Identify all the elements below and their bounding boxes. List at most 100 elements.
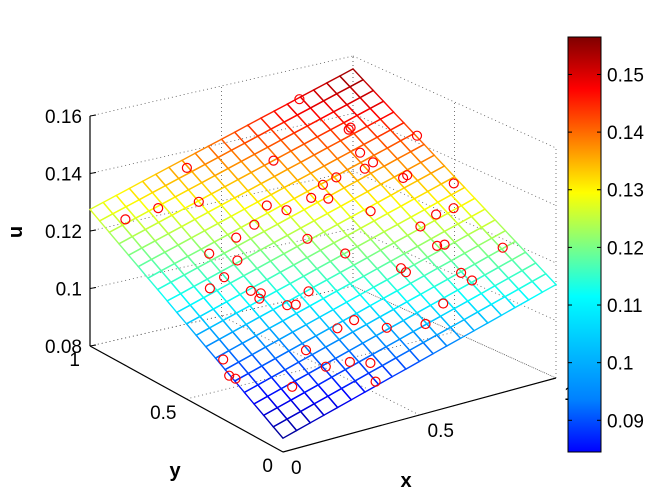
- surface-cell: [88, 201, 114, 222]
- surface-cell: [170, 207, 197, 228]
- surface-cell: [231, 323, 257, 345]
- surface-cell: [203, 222, 229, 243]
- surface-cell: [251, 346, 277, 367]
- data-point: [497, 242, 508, 253]
- surface-cell: [146, 269, 172, 291]
- surface-cell: [349, 275, 375, 296]
- surface-cell: [213, 167, 240, 188]
- data-point: [249, 219, 260, 230]
- surface-cell: [453, 233, 480, 255]
- surface-cell: [252, 395, 279, 417]
- surface-cell: [439, 307, 466, 329]
- data-point: [281, 205, 292, 216]
- surface-cell: [156, 281, 182, 302]
- surface-cell: [473, 255, 500, 276]
- surface-cell: [355, 304, 382, 326]
- surface-cell: [180, 152, 207, 173]
- colorbar-gradient: [567, 36, 602, 453]
- y-axis-label: y: [169, 460, 181, 482]
- data-point: [231, 232, 242, 243]
- data-point: [415, 221, 426, 232]
- grid-line: [89, 170, 354, 232]
- surface-cell: [281, 312, 308, 333]
- surface-cell: [452, 300, 479, 321]
- surface-cell: [296, 238, 322, 259]
- surface-cell: [276, 150, 302, 171]
- data-point: [261, 200, 272, 211]
- surface-cell: [186, 248, 213, 269]
- surface-cell: [256, 193, 283, 214]
- surface-cell: [316, 128, 342, 149]
- surface-cell: [219, 263, 245, 284]
- surface-cell: [336, 216, 362, 237]
- grid-line: [89, 55, 354, 117]
- z-tick-label: 0.1: [56, 280, 82, 301]
- data-point: [306, 192, 317, 203]
- surface-cell: [243, 135, 269, 156]
- z-tick-label: 0.08: [45, 337, 82, 358]
- surface-cell: [366, 183, 393, 204]
- surface-cell: [302, 201, 329, 222]
- surface-cell: [266, 387, 292, 409]
- surface-cell: [249, 230, 276, 251]
- surface-cell: [385, 271, 412, 292]
- surface-cell: [193, 211, 220, 232]
- surface-cell: [242, 267, 268, 288]
- data-point: [193, 196, 204, 207]
- surface-cell: [115, 187, 141, 208]
- surface-cell: [330, 368, 357, 390]
- surface-cell: [432, 278, 459, 299]
- surface-cell: [285, 410, 312, 432]
- surface-cell: [203, 156, 230, 177]
- surface-cell: [379, 241, 406, 263]
- surface-cell: [381, 357, 408, 378]
- surface-cell: [124, 198, 150, 219]
- surface-cell: [117, 235, 143, 257]
- surface-cell: [273, 168, 299, 189]
- surface-cell: [412, 256, 439, 277]
- surface-cell: [309, 165, 336, 186]
- surface-cell: [169, 274, 195, 295]
- data-point: [255, 288, 266, 299]
- surface-cell: [338, 68, 365, 88]
- surface-cell: [296, 172, 322, 193]
- surface-cell: [345, 96, 372, 117]
- surface-cell: [285, 293, 311, 315]
- surface-cell: [177, 237, 203, 258]
- surface-cell: [233, 124, 259, 145]
- surface-cell: [127, 247, 153, 268]
- surface-cell: [259, 175, 286, 196]
- surface-cell: [340, 380, 366, 401]
- surface-cell: [342, 179, 369, 200]
- surface-cell: [316, 194, 342, 215]
- data-point: [344, 356, 355, 368]
- data-point: [431, 209, 442, 220]
- surface-cell: [412, 323, 438, 344]
- surface-cell: [223, 178, 250, 199]
- surface-cell: [306, 118, 332, 138]
- surface-cell: [319, 110, 345, 131]
- surface-cell: [520, 262, 547, 283]
- surface-cell: [493, 277, 520, 298]
- surface-cell: [167, 225, 193, 246]
- surface-cell: [426, 183, 453, 204]
- surface-cell: [332, 168, 359, 189]
- surface-cell: [246, 117, 273, 138]
- surface-cell: [167, 159, 194, 180]
- surface-cell: [435, 326, 462, 347]
- surface-cell: [325, 271, 352, 292]
- surface-cell: [258, 308, 284, 330]
- data-point: [230, 373, 241, 384]
- surface-cell: [134, 210, 160, 231]
- surface-cell: [416, 172, 443, 193]
- colorbar-tick-label: 0.11: [607, 296, 643, 317]
- surface-cell: [218, 331, 244, 352]
- z-tick-label: 0.14: [45, 165, 82, 186]
- surface-cell: [386, 139, 412, 160]
- surface-cell: [282, 245, 309, 266]
- surface-cell: [269, 252, 295, 274]
- surface-cell: [266, 139, 293, 160]
- surface-cell: [463, 244, 490, 265]
- data-point: [204, 248, 215, 259]
- surface-cell: [426, 248, 453, 270]
